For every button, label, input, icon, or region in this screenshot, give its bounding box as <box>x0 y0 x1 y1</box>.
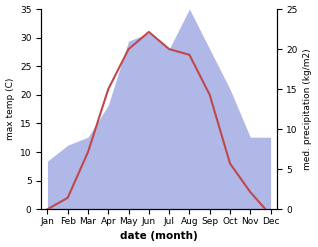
X-axis label: date (month): date (month) <box>120 231 198 242</box>
Y-axis label: med. precipitation (kg/m2): med. precipitation (kg/m2) <box>303 48 313 170</box>
Y-axis label: max temp (C): max temp (C) <box>5 78 15 140</box>
